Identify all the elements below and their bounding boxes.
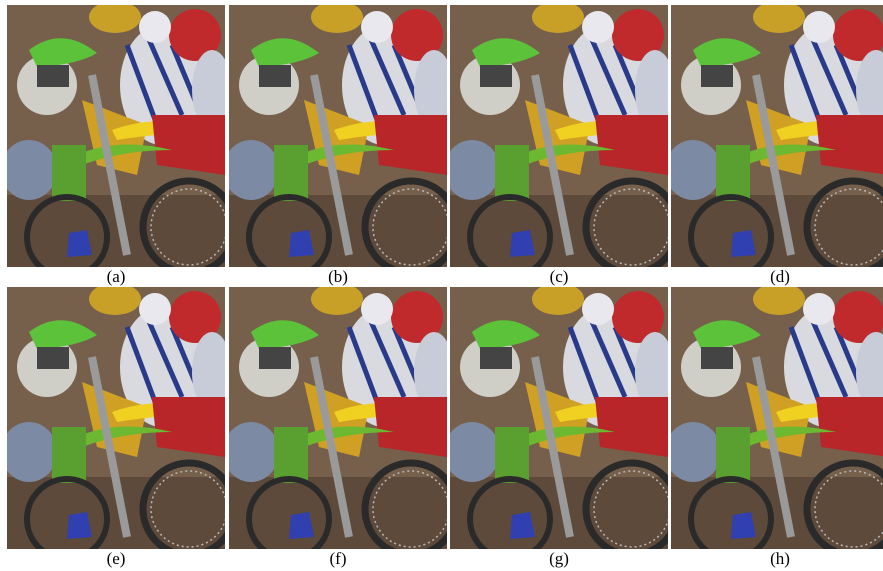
panel-image: [223, 283, 457, 559]
panel-image: [223, 1, 457, 277]
panel-label: (h): [770, 549, 790, 568]
panel-image: [444, 1, 678, 277]
panel-label: (e): [107, 549, 126, 568]
panel-image: [1, 283, 235, 559]
panel-label: (d): [770, 267, 790, 286]
panel-label: (g): [549, 549, 569, 568]
panel-image: [444, 283, 678, 559]
panel-image: [665, 1, 883, 277]
panel-grid: (a) (b) (c) (d) (e) (f) (g) (h): [1, 1, 883, 568]
panel-image: [665, 283, 883, 559]
panel-label: (a): [107, 267, 126, 286]
figure: (a) (b) (c) (d) (e) (f) (g) (h): [0, 0, 883, 571]
panel-label: (b): [328, 267, 348, 286]
panel-label: (f): [330, 549, 347, 568]
panel-image: [1, 1, 235, 277]
panel-label: (c): [550, 267, 569, 286]
